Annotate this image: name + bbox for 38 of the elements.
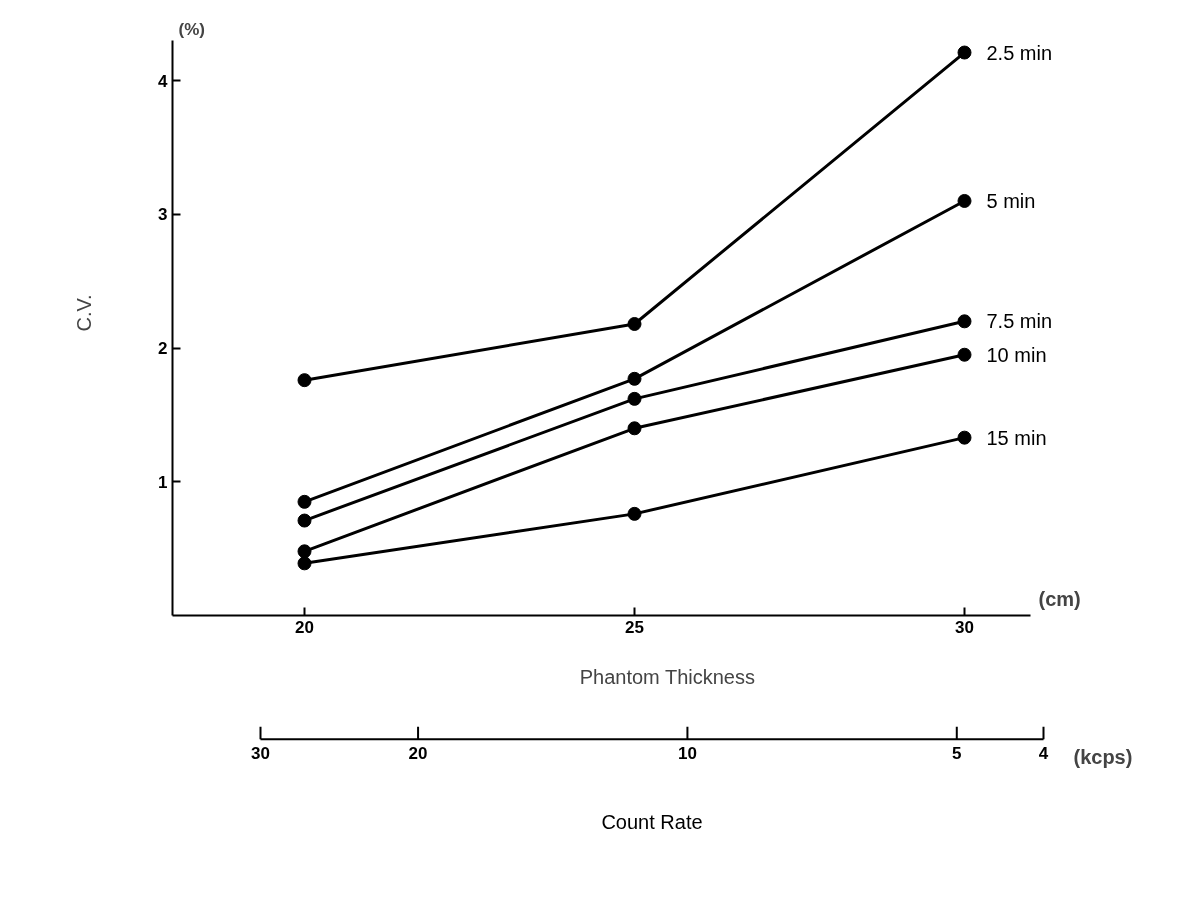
point [957, 347, 972, 362]
x-tick-label: 30 [955, 617, 974, 637]
point [297, 513, 312, 528]
text: (%) [178, 19, 205, 39]
point [957, 314, 972, 329]
y-tick-label: 3 [158, 205, 168, 225]
point [627, 317, 642, 331]
point [957, 193, 972, 208]
series-label: 5 min [986, 189, 1036, 212]
series-label: 2.5 min [986, 41, 1053, 64]
x2-tick-label: 4 [1038, 744, 1049, 764]
point [297, 494, 312, 509]
x-tick-label: 25 [625, 617, 644, 637]
x2-tick-label: 10 [677, 744, 697, 764]
y-tick-label: 4 [158, 71, 169, 91]
x2-tick-label: 30 [251, 744, 270, 764]
x2-tick-label: 20 [408, 744, 428, 764]
series-label: 7.5 min [986, 310, 1053, 333]
text: (kcps) [1073, 746, 1133, 769]
series-label: 15 min [986, 426, 1047, 449]
point [627, 391, 642, 406]
point [957, 430, 972, 445]
point [297, 544, 312, 559]
point [627, 506, 642, 521]
y-axis-title: C.V. [73, 294, 96, 332]
point [297, 556, 312, 571]
x2-tick-label: 5 [952, 744, 962, 764]
series-label: 10 min [986, 343, 1047, 366]
text: (cm) [1038, 587, 1081, 610]
point [627, 421, 642, 436]
point [627, 371, 642, 386]
point [297, 373, 312, 388]
y-tick-label: 1 [158, 472, 168, 492]
x-tick-label: 20 [295, 617, 314, 637]
x-axis-title: Phantom Thickness [579, 665, 755, 688]
y-tick-label: 2 [158, 339, 168, 359]
point [957, 45, 972, 60]
x2-axis-title: Count Rate [601, 811, 703, 833]
